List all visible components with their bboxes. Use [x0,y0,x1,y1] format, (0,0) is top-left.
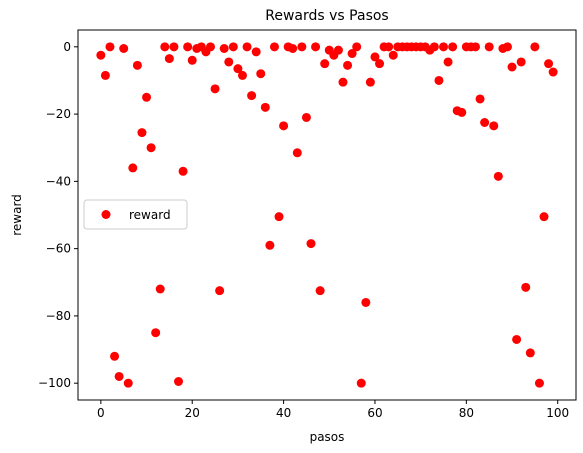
data-point [128,163,137,172]
data-point [169,42,178,51]
data-point [238,71,247,80]
data-point [188,56,197,65]
x-tick-label: 100 [546,406,569,420]
data-point [293,148,302,157]
data-point [343,61,352,70]
data-point [307,239,316,248]
data-point [124,379,133,388]
data-point [375,59,384,68]
y-tick-label: −100 [38,376,71,390]
data-point [352,42,361,51]
data-point [480,118,489,127]
x-tick-label: 0 [97,406,105,420]
x-tick-label: 80 [459,406,474,420]
data-point [434,76,443,85]
data-point [174,377,183,386]
data-point [151,328,160,337]
data-point [211,84,220,93]
data-point [252,47,261,56]
data-point [549,68,558,77]
data-point [297,42,306,51]
data-point [165,54,174,63]
data-point [503,42,512,51]
data-point [489,121,498,130]
data-point [544,59,553,68]
data-point [334,46,343,55]
data-point [526,348,535,357]
legend-entry-reward: reward [129,208,171,222]
data-point [535,379,544,388]
data-point [142,93,151,102]
data-point [384,42,393,51]
data-point [485,42,494,51]
x-tick-label: 20 [185,406,200,420]
data-point [119,44,128,53]
data-point [439,42,448,51]
y-tick-label: 0 [63,40,71,54]
data-point [224,57,233,66]
data-point [366,78,375,87]
y-tick-label: −80 [46,309,71,323]
data-point [265,241,274,250]
x-axis-label: pasos [310,430,345,444]
data-point [288,44,297,53]
data-point [320,59,329,68]
data-point [448,42,457,51]
data-point [302,113,311,122]
data-point [261,103,270,112]
data-point [338,78,347,87]
data-point [160,42,169,51]
data-point [137,128,146,137]
data-point [508,63,517,72]
data-point [270,42,279,51]
legend-marker [102,210,111,219]
data-point [521,283,530,292]
x-tick-label: 60 [367,406,382,420]
data-point [389,51,398,60]
data-point [206,42,215,51]
data-point [311,42,320,51]
data-point [147,143,156,152]
x-tick-label: 40 [276,406,291,420]
data-point [247,91,256,100]
data-point [256,69,265,78]
data-point [471,42,480,51]
data-point [215,286,224,295]
data-point [133,61,142,70]
data-point [316,286,325,295]
data-point [540,212,549,221]
data-point [476,94,485,103]
data-point [183,42,192,51]
data-point [101,71,110,80]
y-tick-label: −60 [46,242,71,256]
data-point [115,372,124,381]
y-tick-label: −40 [46,174,71,188]
data-point [512,335,521,344]
data-point [444,57,453,66]
y-tick-label: −20 [46,107,71,121]
data-point [361,298,370,307]
chart-title: Rewards vs Pasos [265,8,388,24]
data-point [156,285,165,294]
data-point [105,42,114,51]
data-point [430,42,439,51]
data-point [110,352,119,361]
data-point [229,42,238,51]
data-point [220,44,229,53]
data-point [530,42,539,51]
data-point [357,379,366,388]
legend: reward [84,200,187,229]
data-point [457,108,466,117]
data-point [179,167,188,176]
data-point [275,212,284,221]
data-point [517,57,526,66]
data-point [243,42,252,51]
data-point [279,121,288,130]
data-point [96,51,105,60]
data-point [494,172,503,181]
y-axis-label: reward [10,194,24,236]
